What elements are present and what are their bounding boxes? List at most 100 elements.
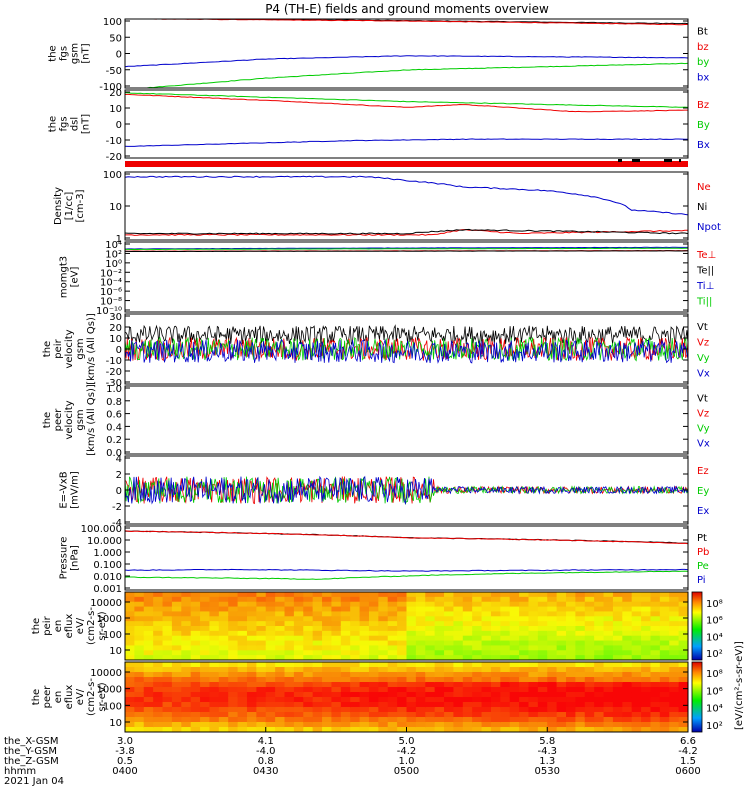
spectrogram-cell <box>509 645 521 652</box>
spectrogram-cell <box>350 645 361 652</box>
spectrogram-cell <box>528 626 539 632</box>
spectrogram-cell <box>293 662 305 668</box>
spectrogram-cell <box>556 635 568 642</box>
spectrogram-cell <box>528 616 539 623</box>
spectrogram-cell <box>378 621 389 627</box>
spectrogram-cell <box>218 616 230 623</box>
spectrogram-cell <box>678 655 688 660</box>
spectrogram-cell <box>528 712 539 718</box>
spectrogram-cell <box>519 687 530 693</box>
spectrogram-cell <box>678 672 688 678</box>
spectrogram-cell <box>425 645 436 652</box>
spectrogram-cell <box>631 596 643 603</box>
spectrogram-cell <box>190 717 202 723</box>
spectrogram-cell <box>481 702 492 708</box>
spectrogram-cell <box>265 692 277 698</box>
spectrogram-cell <box>594 655 605 660</box>
spectrogram-cell <box>256 717 267 723</box>
spectrogram-cell <box>584 727 596 732</box>
legend-label: Bz <box>697 100 709 111</box>
y-label-line: Pressure <box>59 537 70 580</box>
spectrogram-cell <box>218 687 230 693</box>
spectrogram-cell <box>622 682 633 688</box>
spectrogram-cell <box>237 611 248 618</box>
spectrogram-cell <box>181 727 192 732</box>
spectrogram-cell <box>322 606 333 613</box>
spectrogram-cell <box>594 611 605 618</box>
spectrogram-cell <box>397 717 408 723</box>
legend-label: Vy <box>697 424 710 435</box>
spectrogram-cell <box>434 626 446 632</box>
spectrogram-cell <box>425 727 436 732</box>
spectrogram-cell <box>453 692 464 698</box>
spectrogram-cell <box>378 712 389 718</box>
spectrogram-cell <box>575 722 586 728</box>
spectrogram-cell <box>425 717 436 723</box>
spectrogram-cell <box>284 606 295 613</box>
spectrogram-cell <box>415 616 427 623</box>
spectrogram-cell <box>519 630 530 637</box>
spectrogram-cell <box>566 650 577 657</box>
spectrogram-cell <box>153 640 164 647</box>
spectrogram-cell <box>669 630 680 637</box>
spectrogram-cell <box>669 677 680 683</box>
spectrogram-cell <box>659 727 671 732</box>
spectrogram-cell <box>481 645 492 652</box>
spectrogram-cell <box>472 727 483 732</box>
spectrogram-cell <box>256 722 267 728</box>
spectrogram-cell <box>256 662 267 668</box>
spectrogram-cell <box>181 692 192 698</box>
spectrogram-cell <box>246 667 258 673</box>
spectrogram-cell <box>415 697 427 703</box>
series-bx <box>125 55 688 68</box>
spectrogram-cell <box>181 630 192 637</box>
panel-frame <box>124 525 689 591</box>
spectrogram-cell <box>528 630 539 637</box>
spectrogram-cell <box>547 606 558 613</box>
spectrogram-cell <box>519 601 530 608</box>
spectrogram-cell <box>209 640 220 647</box>
spectrogram-cell <box>237 630 248 637</box>
spectrogram-cell <box>453 616 464 623</box>
spectrogram-cell <box>631 606 643 613</box>
spectrogram-cell <box>162 707 173 713</box>
spectrogram-cell <box>406 606 417 613</box>
spectrogram-cell <box>209 677 220 683</box>
spectrogram-cell <box>134 722 145 728</box>
spectrogram-cell <box>397 687 408 693</box>
spectrogram-cell <box>556 717 568 723</box>
spectrogram-cell <box>425 722 436 728</box>
spectrogram-cell <box>387 697 399 703</box>
spectrogram-cell <box>209 596 220 603</box>
spectrogram-cell <box>162 712 173 718</box>
spectrogram-cell <box>312 616 324 623</box>
spectrogram-cell <box>125 707 136 713</box>
spectrogram-cell <box>134 630 145 637</box>
spectrogram-cell <box>406 635 417 642</box>
spectrogram-cell <box>153 635 164 642</box>
spectrogram-cell <box>303 672 314 678</box>
spectrogram-cell <box>397 727 408 732</box>
spectrogram-cell <box>275 692 286 698</box>
spectrogram-cell <box>190 727 202 732</box>
flag-marker <box>679 159 681 162</box>
spectrogram-cell <box>331 687 342 693</box>
spectrogram-cell <box>519 727 530 732</box>
y-tick-label: 10⁰ <box>105 259 122 270</box>
series-group <box>125 530 688 580</box>
spectrogram-cell <box>265 707 277 713</box>
y-label-line: fgs <box>59 116 70 131</box>
spectrogram-cell <box>397 640 408 647</box>
spectrogram-cell <box>594 621 605 627</box>
spectrogram-cell <box>406 616 417 623</box>
spectrogram-cell <box>509 611 521 618</box>
y-label-line: [km/s (All Qs)] <box>86 313 97 385</box>
spectrogram-cell <box>387 672 399 678</box>
spectrogram-cell <box>472 611 483 618</box>
spectrogram-cell <box>547 645 558 652</box>
spectrogram-cell <box>444 712 455 718</box>
x-tick-label: 1.5 <box>680 756 696 767</box>
y-tick-label: -20 <box>106 367 122 378</box>
spectrogram-cell <box>293 592 305 598</box>
